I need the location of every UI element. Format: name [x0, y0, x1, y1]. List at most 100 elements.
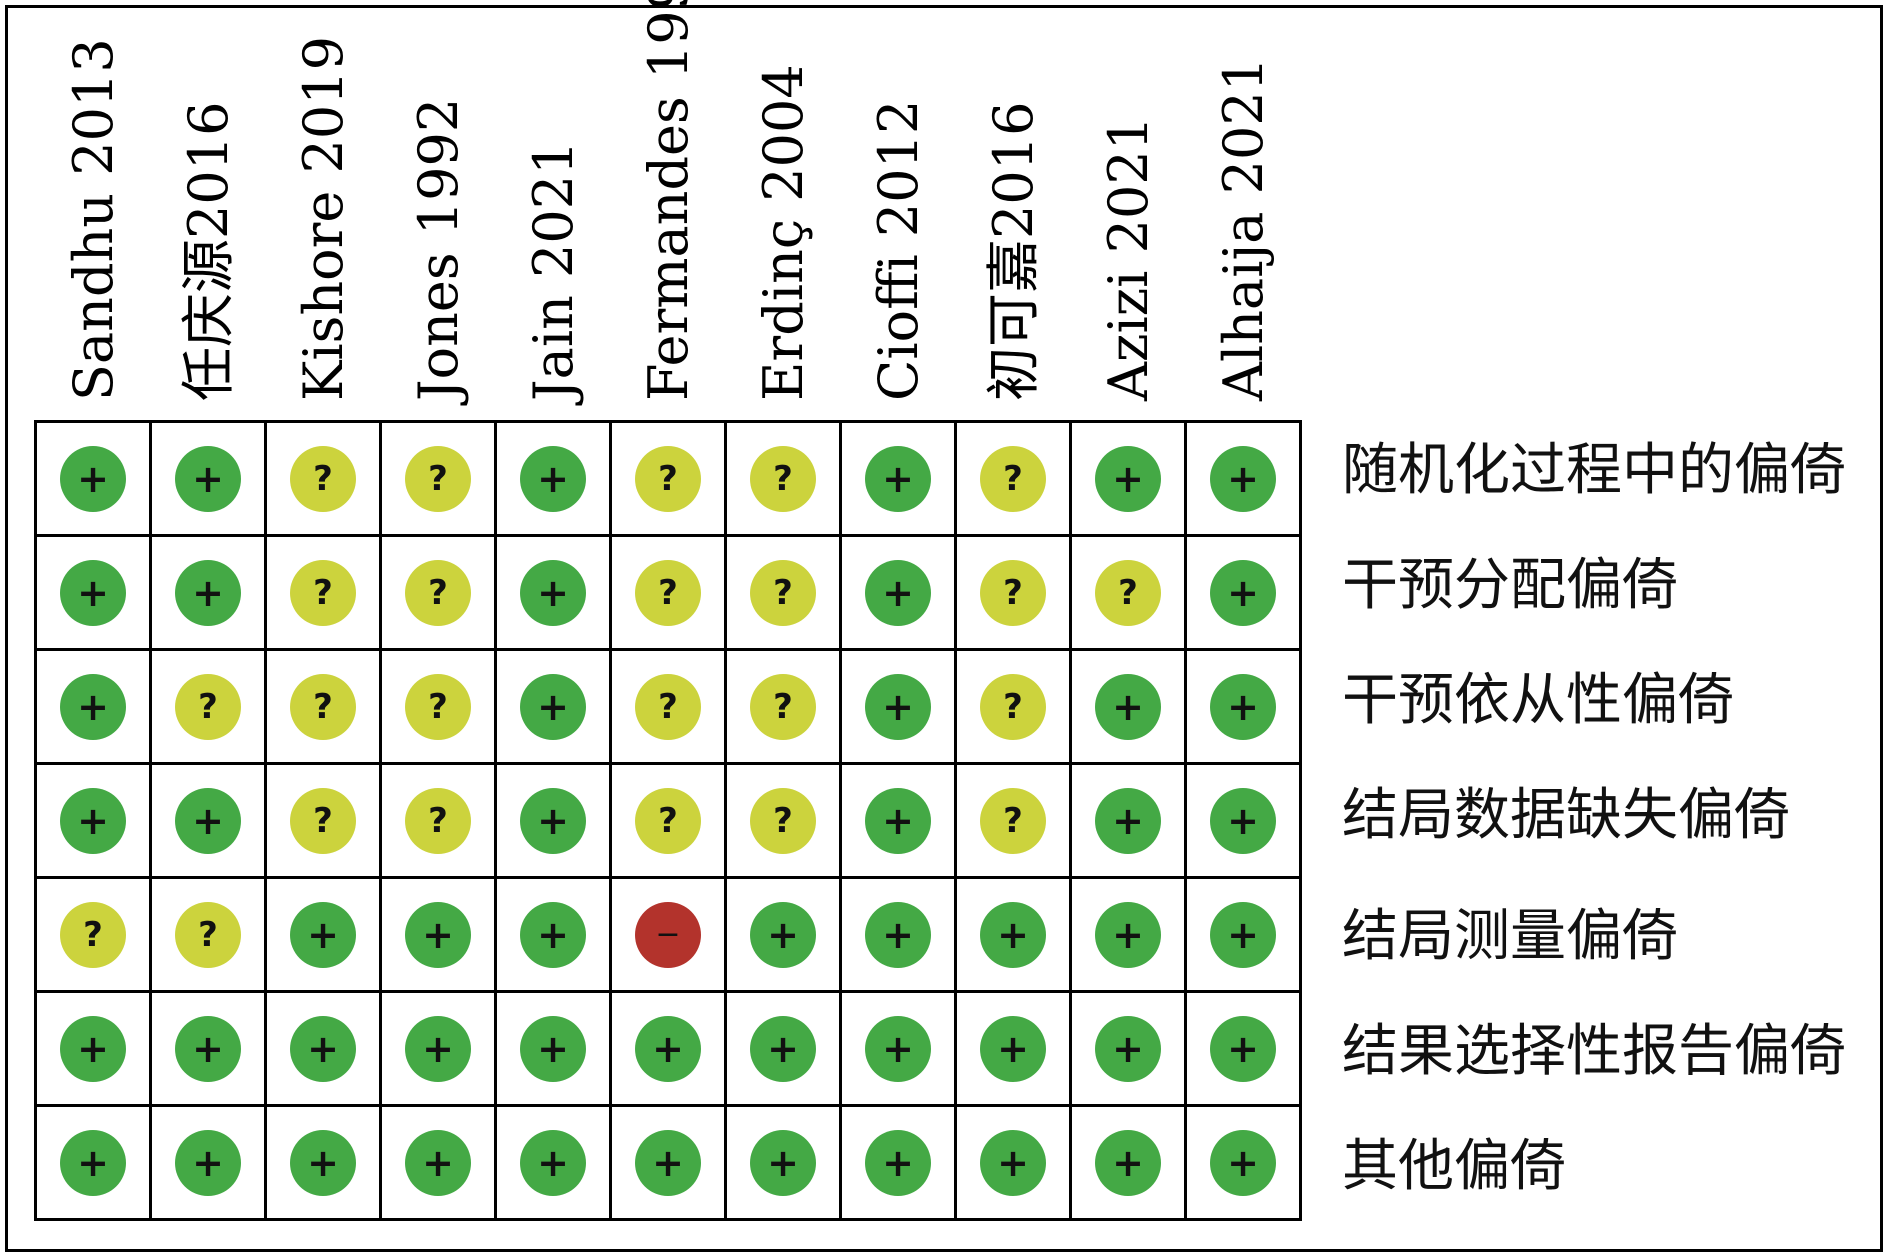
- study-label-text: Fermandes 1998: [636, 0, 700, 401]
- judgement-low-icon: +: [1210, 445, 1276, 512]
- grid-cell: +: [1069, 876, 1187, 993]
- judgement-low-icon: +: [60, 787, 126, 854]
- study-label-text: Cioffi 2012: [866, 99, 930, 401]
- judgement-some-icon: ?: [635, 787, 701, 854]
- judgement-low-icon: +: [60, 445, 126, 512]
- grid-cell: ?: [264, 420, 382, 537]
- grid-cell: +: [954, 990, 1072, 1107]
- grid-cell: +: [839, 534, 957, 651]
- grid-cell: +: [1069, 420, 1187, 537]
- grid-cell: +: [1184, 1104, 1302, 1221]
- judgement-low-icon: +: [1210, 787, 1276, 854]
- domain-label: 干预分配偏倚: [1342, 553, 1678, 618]
- study-label-text: Sandhu 2013: [61, 38, 125, 401]
- study-label-text: Kishore 2019: [291, 36, 355, 401]
- grid-cell: +: [1184, 648, 1302, 765]
- grid-cell: +: [34, 990, 152, 1107]
- grid-cell: +: [839, 762, 957, 879]
- grid-cell: ?: [609, 534, 727, 651]
- judgement-some-icon: ?: [405, 787, 471, 854]
- judgement-low-icon: +: [60, 1015, 126, 1082]
- judgement-some-icon: ?: [175, 901, 241, 968]
- judgement-low-icon: +: [1210, 559, 1276, 626]
- grid-cell: +: [149, 1104, 267, 1221]
- grid-cell: +: [839, 648, 957, 765]
- risk-of-bias-grid: + +?? +?? +? + + + +?? +?? +?? + +??? +?? +? + + + +?? +??…: [34, 420, 1302, 1221]
- grid-cell: +: [839, 990, 957, 1107]
- grid-cell: +: [1069, 1104, 1187, 1221]
- judgement-some-icon: ?: [980, 673, 1046, 740]
- grid-cell: +: [149, 420, 267, 537]
- judgement-low-icon: +: [750, 1015, 816, 1082]
- study-label: Cioffi 2012: [867, 100, 930, 401]
- grid-cell: +: [1184, 990, 1302, 1107]
- judgement-some-icon: ?: [980, 559, 1046, 626]
- study-label: Jones 1992: [407, 98, 470, 401]
- judgement-low-icon: +: [750, 901, 816, 968]
- grid-cell: ?: [954, 534, 1072, 651]
- judgement-some-icon: ?: [405, 673, 471, 740]
- grid-cell: +: [264, 990, 382, 1107]
- study-label: Fermandes 1998: [637, 0, 700, 401]
- grid-cell: ?: [724, 420, 842, 537]
- study-label-text: Jain 2021: [521, 140, 585, 401]
- judgement-some-icon: ?: [750, 445, 816, 512]
- grid-cell: −: [609, 876, 727, 993]
- grid-cell: +: [609, 990, 727, 1107]
- study-label-text: 初可嘉2016: [981, 101, 1045, 401]
- judgement-low-icon: +: [980, 901, 1046, 968]
- grid-cell: ?: [609, 420, 727, 537]
- grid-cell: ?: [724, 762, 842, 879]
- judgement-some-icon: ?: [750, 673, 816, 740]
- grid-cell: +: [1069, 762, 1187, 879]
- grid-row: +??? +?? +? + +: [34, 648, 1302, 765]
- judgement-low-icon: +: [520, 673, 586, 740]
- grid-cell: +: [149, 762, 267, 879]
- judgement-some-icon: ?: [635, 559, 701, 626]
- grid-cell: +: [1069, 648, 1187, 765]
- study-label: Azizi 2021: [1097, 116, 1160, 401]
- study-label-text: Azizi 2021: [1096, 115, 1160, 401]
- judgement-low-icon: +: [60, 673, 126, 740]
- grid-cell: ?: [149, 876, 267, 993]
- grid-row: + +?? +?? +?? +: [34, 534, 1302, 651]
- judgement-low-icon: +: [1095, 445, 1161, 512]
- grid-row: ?? + + + − + + + + +: [34, 876, 1302, 993]
- judgement-low-icon: +: [175, 787, 241, 854]
- grid-cell: +: [839, 420, 957, 537]
- judgement-low-icon: +: [865, 1015, 931, 1082]
- grid-cell: +: [724, 990, 842, 1107]
- judgement-low-icon: +: [635, 1015, 701, 1082]
- grid-cell: +: [494, 1104, 612, 1221]
- judgement-some-icon: ?: [290, 673, 356, 740]
- judgement-some-icon: ?: [635, 673, 701, 740]
- grid-cell: ?: [724, 648, 842, 765]
- grid-row: + + + + + + + + + + +: [34, 1104, 1302, 1221]
- grid-cell: +: [839, 1104, 957, 1221]
- grid-cell: ?: [954, 762, 1072, 879]
- judgement-low-icon: +: [175, 1015, 241, 1082]
- judgement-some-icon: ?: [980, 787, 1046, 854]
- grid-cell: +: [34, 420, 152, 537]
- grid-cell: +: [379, 876, 497, 993]
- grid-cell: +: [1069, 990, 1187, 1107]
- grid-cell: ?: [609, 648, 727, 765]
- judgement-low-icon: +: [290, 1015, 356, 1082]
- judgement-low-icon: +: [290, 1129, 356, 1196]
- grid-row: + +?? +?? +? + +: [34, 762, 1302, 879]
- judgement-low-icon: +: [175, 1129, 241, 1196]
- judgement-low-icon: +: [405, 1015, 471, 1082]
- grid-cell: +: [264, 876, 382, 993]
- judgement-low-icon: +: [175, 445, 241, 512]
- grid-cell: ?: [264, 534, 382, 651]
- grid-cell: +: [379, 990, 497, 1107]
- judgement-low-icon: +: [60, 559, 126, 626]
- grid-cell: +: [149, 534, 267, 651]
- grid-cell: ?: [264, 762, 382, 879]
- grid-cell: +: [379, 1104, 497, 1221]
- domain-label: 结局测量偏倚: [1342, 904, 1678, 969]
- judgement-some-icon: ?: [175, 673, 241, 740]
- grid-cell: +: [1184, 762, 1302, 879]
- study-label: Erdinç 2004: [752, 64, 815, 401]
- grid-cell: ?: [609, 762, 727, 879]
